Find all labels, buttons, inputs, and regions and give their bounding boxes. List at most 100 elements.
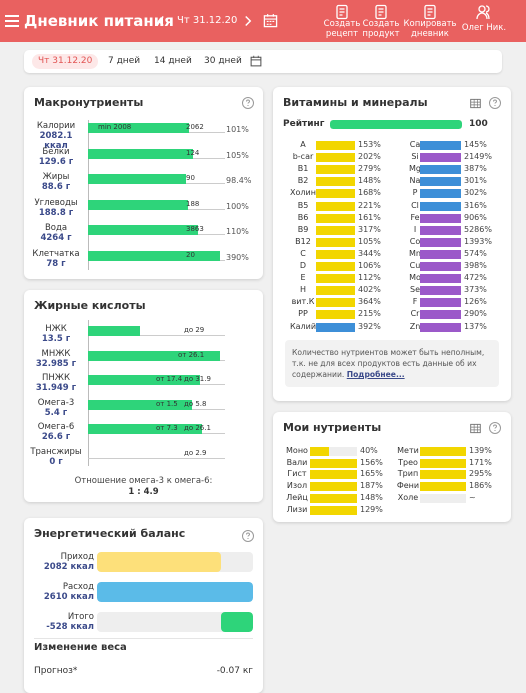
- bar-track: [420, 493, 466, 503]
- nutrient-name: Mo: [409, 273, 421, 283]
- percent: 392%: [358, 321, 381, 331]
- percent: 137%: [464, 321, 487, 331]
- help-icon[interactable]: [489, 422, 501, 434]
- action-icon[interactable]: [334, 4, 350, 20]
- macros-card: Макронутриенты Калории 2082.1 ккал min 2008…: [24, 87, 263, 279]
- bar-track: [420, 141, 461, 150]
- nutrient-name: b-car: [292, 152, 314, 162]
- percent: 100%: [226, 201, 249, 211]
- progress-bar: [88, 399, 193, 410]
- bar-track: [316, 322, 355, 332]
- nutrient-bar: [420, 262, 461, 271]
- nutrient-amount: 4264 г: [40, 233, 72, 243]
- energy-card: Энергетический баланс Приход 2082 ккал Расх…: [24, 518, 263, 693]
- help-glyph[interactable]: [491, 99, 499, 107]
- nutrient-name: Углеводы: [34, 197, 78, 208]
- bar-track: [316, 298, 355, 308]
- help-glyph[interactable]: [491, 424, 499, 432]
- tab[interactable]: 30 дней: [204, 56, 242, 66]
- nutrient-name: Моно: [286, 446, 308, 455]
- action-icon[interactable]: [476, 4, 492, 20]
- help-glyph[interactable]: [244, 532, 252, 540]
- bar-track: [316, 189, 355, 199]
- nutrient-name: B5: [297, 200, 309, 210]
- action-button[interactable]: Создать рецепт: [323, 19, 361, 39]
- vitamins-card: Витамины и минералы Рейтинг 100 A 153% b-car 2…: [273, 87, 511, 401]
- help-icon[interactable]: [489, 97, 501, 109]
- bar-track: [88, 375, 220, 385]
- percent: 390%: [226, 252, 249, 262]
- nutrient-bar: [310, 482, 357, 492]
- percent: 295%: [469, 469, 492, 479]
- tab[interactable]: 7 дней: [108, 56, 141, 66]
- nutrient-amount: 32.985 г: [35, 358, 77, 369]
- nutrient-label: Клетчатка 78 г: [28, 249, 84, 269]
- range-from: от 7.3: [156, 424, 178, 432]
- bar-track: [316, 213, 355, 223]
- nutrient-amount: 5.4 г: [44, 407, 68, 418]
- percent: 1393%: [464, 236, 492, 246]
- action-button[interactable]: Копировать дневник: [403, 19, 457, 39]
- help-icon[interactable]: [242, 530, 254, 542]
- bar-track: [420, 458, 466, 468]
- bar-track: [88, 148, 220, 159]
- action-icon[interactable]: [422, 4, 438, 20]
- percent: 302%: [464, 188, 487, 198]
- table-icon[interactable]: [470, 423, 481, 434]
- percent: 145%: [464, 140, 487, 149]
- nutrient-bar: [310, 493, 357, 503]
- bar-track: [310, 458, 357, 468]
- percent: 317%: [358, 224, 381, 234]
- nutrient-bar: [420, 189, 461, 199]
- bar-track: [420, 249, 461, 259]
- nutrient-name: B12: [295, 236, 311, 246]
- date[interactable]: Чт 31.12.20: [177, 15, 238, 26]
- bar-track: [88, 174, 220, 184]
- tab[interactable]: 14 дней: [154, 56, 192, 66]
- help-icon[interactable]: [242, 97, 254, 109]
- action-icon[interactable]: [373, 4, 389, 20]
- menu-icon[interactable]: [4, 13, 20, 29]
- note-text: Количество нутриентов может быть неполны…: [292, 348, 485, 379]
- action-button[interactable]: Олег Ник.: [461, 23, 507, 33]
- tab-active[interactable]: Чт 31.12.20: [32, 54, 99, 69]
- progress-bar: [88, 250, 220, 261]
- tab-calendar[interactable]: [250, 55, 262, 67]
- progress-bar: [88, 424, 203, 434]
- table-icon[interactable]: [470, 98, 481, 109]
- energy-name: Итого: [67, 612, 94, 622]
- nutrient-label: Омега-6 26.6 г: [28, 422, 84, 442]
- help-glyph[interactable]: [244, 99, 252, 107]
- percent: 373%: [464, 285, 487, 295]
- percent: 221%: [358, 200, 381, 210]
- nutrient-bar: [420, 237, 461, 247]
- nutrient-name: Холин: [290, 188, 316, 198]
- percent: 105%: [358, 236, 381, 246]
- nutrient-amount: 26.6 г: [41, 432, 71, 442]
- nutrient-name: PP: [298, 309, 308, 319]
- nutrient-bar: [316, 225, 355, 235]
- action-button[interactable]: Создать продукт: [362, 19, 400, 39]
- nutrient-name: Cr: [410, 309, 420, 319]
- more-link[interactable]: Подробнее...: [346, 370, 405, 379]
- prev-day[interactable]: [155, 14, 167, 28]
- bar-track: [316, 262, 355, 271]
- nutrient-name: Mg: [409, 164, 421, 174]
- nutrient-amount: 0 г: [49, 456, 63, 467]
- bar-track: [420, 322, 461, 332]
- bar-track: [420, 213, 461, 223]
- bar-track: [420, 447, 466, 456]
- energy-label: Итого -528 ккал: [24, 612, 94, 632]
- nutrient-bar: [310, 458, 357, 468]
- bar-track: [316, 310, 355, 320]
- percent: 98.4%: [226, 176, 252, 185]
- percent: 171%: [469, 457, 492, 467]
- bar-track: [310, 447, 357, 456]
- calendar-icon[interactable]: [263, 13, 278, 28]
- nutrient-bar: [316, 322, 355, 332]
- next-day[interactable]: [242, 14, 254, 28]
- card-title: Витамины и минералы: [283, 96, 428, 109]
- percent: 301%: [464, 176, 487, 186]
- bar-track: [420, 177, 461, 187]
- bar-track: [316, 153, 355, 163]
